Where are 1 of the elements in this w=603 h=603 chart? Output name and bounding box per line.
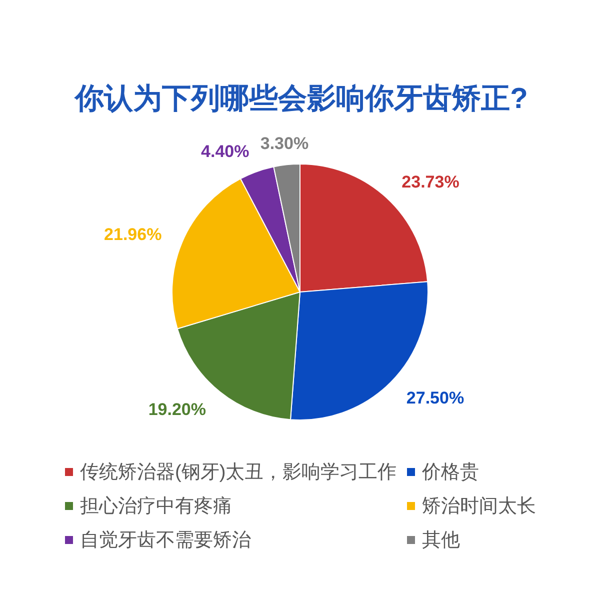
title: 你认为下列哪些会影响你牙齿矫正? (75, 83, 528, 115)
